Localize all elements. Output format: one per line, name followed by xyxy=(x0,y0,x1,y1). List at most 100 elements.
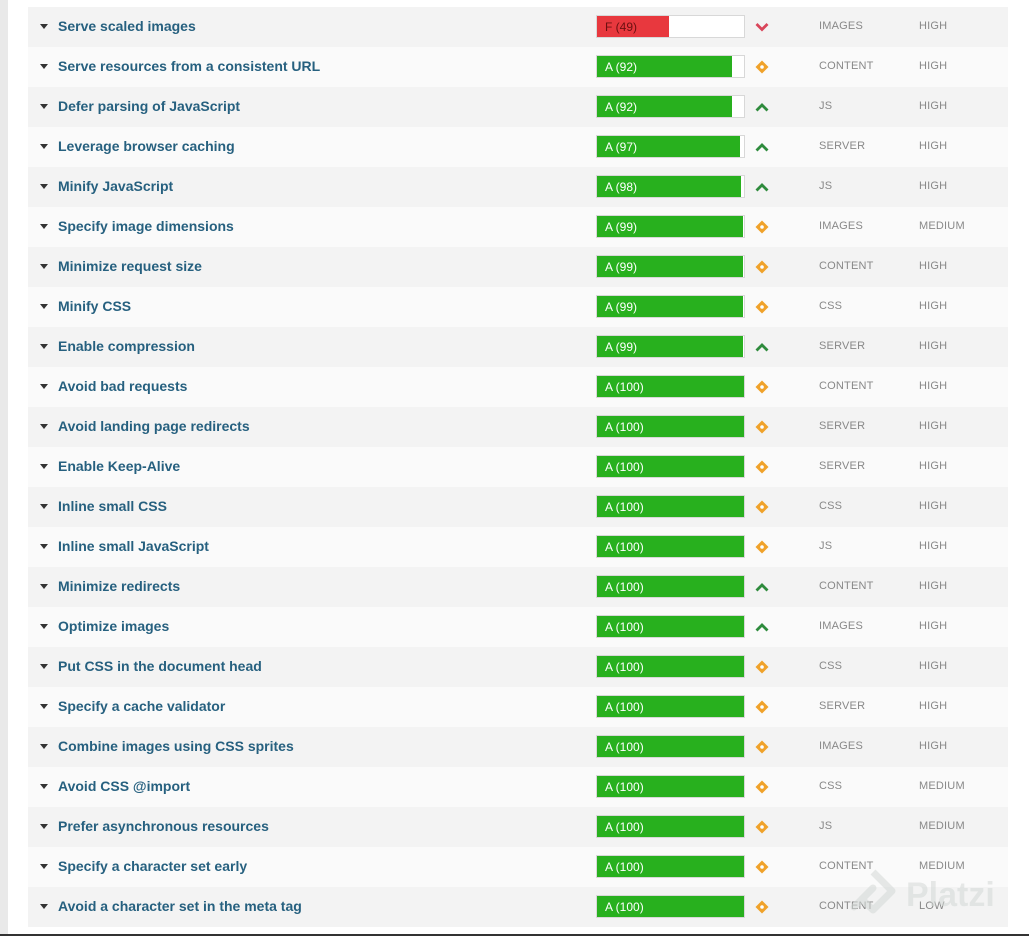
expand-caret-icon[interactable] xyxy=(40,24,48,29)
expand-caret-icon[interactable] xyxy=(40,824,48,829)
grade-bar: A (99) xyxy=(596,295,745,318)
table-row[interactable]: Optimize images A (100) IMAGES HIGH xyxy=(28,607,1008,647)
rule-name-link[interactable]: Defer parsing of JavaScript xyxy=(58,98,241,114)
table-row[interactable]: Avoid CSS @import A (100) CSS MEDIUM xyxy=(28,767,1008,807)
table-row[interactable]: Prefer asynchronous resources A (100) JS ME… xyxy=(28,807,1008,847)
priority-label: HIGH xyxy=(919,380,948,392)
rule-name-link[interactable]: Specify image dimensions xyxy=(58,218,234,234)
expand-caret-icon[interactable] xyxy=(40,784,48,789)
grade-bar: A (100) xyxy=(596,735,745,758)
grade-bar: A (100) xyxy=(596,815,745,838)
rule-name-link[interactable]: Combine images using CSS sprites xyxy=(58,738,294,754)
rule-name-link[interactable]: Serve scaled images xyxy=(58,18,196,34)
expand-caret-icon[interactable] xyxy=(40,424,48,429)
table-row[interactable]: Avoid landing page redirects A (100) SERVE… xyxy=(28,407,1008,447)
expand-caret-icon[interactable] xyxy=(40,584,48,589)
grade-label: A (100) xyxy=(605,740,644,754)
expand-caret-icon[interactable] xyxy=(40,744,48,749)
expand-caret-icon[interactable] xyxy=(40,64,48,69)
rule-name-link[interactable]: Minify JavaScript xyxy=(58,178,174,194)
expand-caret-icon[interactable] xyxy=(40,864,48,869)
table-row[interactable]: Specify a cache validator A (100) SERVER HI… xyxy=(28,687,1008,727)
trend-up-icon xyxy=(755,143,769,152)
grade-bar-fill xyxy=(597,656,744,677)
expand-caret-icon[interactable] xyxy=(40,624,48,629)
grade-bar: A (100) xyxy=(596,775,745,798)
priority-label: HIGH xyxy=(919,100,948,112)
table-row[interactable]: Inline small CSS A (100) CSS HIGH xyxy=(28,487,1008,527)
table-row[interactable]: Specify image dimensions A (99) IMAGES MEDI… xyxy=(28,207,1008,247)
trend-neutral-icon xyxy=(755,780,769,794)
rule-name-link[interactable]: Put CSS in the document head xyxy=(58,658,262,674)
table-row[interactable]: Put CSS in the document head A (100) CSS HI… xyxy=(28,647,1008,687)
rule-name-link[interactable]: Avoid CSS @import xyxy=(58,778,191,794)
grade-bar: A (100) xyxy=(596,375,745,398)
grade-label: A (100) xyxy=(605,620,644,634)
expand-caret-icon[interactable] xyxy=(40,264,48,269)
rule-name-link[interactable]: Prefer asynchronous resources xyxy=(58,818,269,834)
table-row[interactable]: Leverage browser caching A (97) SERVER HIGH xyxy=(28,127,1008,167)
expand-caret-icon[interactable] xyxy=(40,904,48,909)
grade-label: A (100) xyxy=(605,820,644,834)
expand-caret-icon[interactable] xyxy=(40,184,48,189)
rule-name-link[interactable]: Enable Keep-Alive xyxy=(58,458,181,474)
table-row[interactable]: Avoid a character set in the meta tag A (… xyxy=(28,887,1008,927)
table-row[interactable]: Minimize redirects A (100) CONTENT HIGH xyxy=(28,567,1008,607)
trend-neutral-icon xyxy=(755,820,769,834)
table-row[interactable]: Minify JavaScript A (98) JS HIGH xyxy=(28,167,1008,207)
expand-caret-icon[interactable] xyxy=(40,144,48,149)
expand-caret-icon[interactable] xyxy=(40,704,48,709)
rule-name-link[interactable]: Avoid bad requests xyxy=(58,378,188,394)
rule-name-link[interactable]: Minimize request size xyxy=(58,258,202,274)
table-row[interactable]: Serve scaled images F (49) IMAGES HIGH xyxy=(28,7,1008,47)
rule-name-link[interactable]: Serve resources from a consistent URL xyxy=(58,58,321,74)
category-label: SERVER xyxy=(819,340,866,352)
expand-caret-icon[interactable] xyxy=(40,384,48,389)
expand-caret-icon[interactable] xyxy=(40,344,48,349)
rule-name-link[interactable]: Avoid landing page redirects xyxy=(58,418,250,434)
rule-name-link[interactable]: Optimize images xyxy=(58,618,170,634)
category-label: IMAGES xyxy=(819,620,863,632)
expand-caret-icon[interactable] xyxy=(40,464,48,469)
grade-bar: A (100) xyxy=(596,895,745,918)
expand-caret-icon[interactable] xyxy=(40,104,48,109)
table-row[interactable]: Specify a character set early A (100) CONT… xyxy=(28,847,1008,887)
rule-name-link[interactable]: Minimize redirects xyxy=(58,578,181,594)
category-label: JS xyxy=(819,820,833,832)
category-label: SERVER xyxy=(819,700,866,712)
table-row[interactable]: Serve resources from a consistent URL A (… xyxy=(28,47,1008,87)
rule-name-link[interactable]: Minify CSS xyxy=(58,298,132,314)
grade-bar-fill xyxy=(597,416,744,437)
rule-name-link[interactable]: Avoid a character set in the meta tag xyxy=(58,898,302,914)
grade-bar: A (100) xyxy=(596,535,745,558)
category-label: CONTENT xyxy=(819,900,874,912)
trend-up-icon xyxy=(755,343,769,352)
rule-name-link[interactable]: Inline small CSS xyxy=(58,498,167,514)
table-row[interactable]: Combine images using CSS sprites A (100) I… xyxy=(28,727,1008,767)
rule-name-link[interactable]: Inline small JavaScript xyxy=(58,538,209,554)
table-row[interactable]: Minify CSS A (99) CSS HIGH xyxy=(28,287,1008,327)
expand-caret-icon[interactable] xyxy=(40,504,48,509)
expand-caret-icon[interactable] xyxy=(40,224,48,229)
expand-caret-icon[interactable] xyxy=(40,304,48,309)
priority-label: HIGH xyxy=(919,140,948,152)
trend-neutral-icon xyxy=(755,540,769,554)
grade-bar: A (100) xyxy=(596,855,745,878)
rule-name-link[interactable]: Leverage browser caching xyxy=(58,138,235,154)
expand-caret-icon[interactable] xyxy=(40,544,48,549)
table-row[interactable]: Minimize request size A (99) CONTENT HIGH xyxy=(28,247,1008,287)
table-row[interactable]: Enable Keep-Alive A (100) SERVER HIGH xyxy=(28,447,1008,487)
table-row[interactable]: Defer parsing of JavaScript A (92) JS HIGH xyxy=(28,87,1008,127)
rule-name-link[interactable]: Specify a character set early xyxy=(58,858,248,874)
grade-bar-fill xyxy=(597,496,744,517)
rule-name-link[interactable]: Specify a cache validator xyxy=(58,698,226,714)
grade-label: A (100) xyxy=(605,380,644,394)
table-row[interactable]: Enable compression A (99) SERVER HIGH xyxy=(28,327,1008,367)
table-row[interactable]: Avoid bad requests A (100) CONTENT HIGH xyxy=(28,367,1008,407)
grade-bar-fill xyxy=(597,256,743,277)
expand-caret-icon[interactable] xyxy=(40,664,48,669)
table-row[interactable]: Inline small JavaScript A (100) JS HIGH xyxy=(28,527,1008,567)
rule-name-link[interactable]: Enable compression xyxy=(58,338,195,354)
category-label: CSS xyxy=(819,780,843,792)
grade-bar-fill xyxy=(597,96,732,117)
